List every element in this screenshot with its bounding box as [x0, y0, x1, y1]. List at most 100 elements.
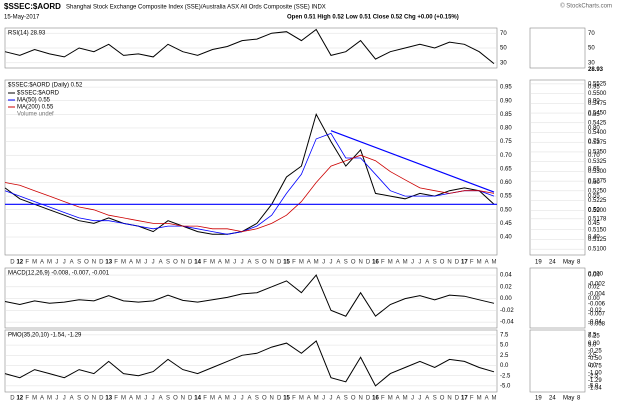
y-tick-label: -2.5	[588, 373, 599, 379]
x-tick-label: J	[152, 260, 155, 266]
x-tick-label: J	[418, 260, 421, 266]
x-tick-label: S	[166, 260, 170, 266]
x-tick-label: O	[440, 396, 445, 402]
x-tick-label: A	[396, 396, 400, 402]
y-tick-label: 0.55	[588, 194, 600, 200]
x-tick-label: 14	[194, 260, 201, 266]
zoom-label: -0.008	[588, 322, 606, 328]
y-tick-label: -0.02	[500, 308, 514, 314]
x-tick-label: J	[322, 260, 325, 266]
x-tick-label: M	[225, 396, 230, 402]
x-tick-label: J	[63, 396, 66, 402]
x-tick-label: F	[114, 396, 118, 402]
x-tick-label: F	[292, 396, 296, 402]
x-tick-label: M	[477, 260, 482, 266]
y-tick-label: 30	[588, 60, 595, 66]
x-tick-label: A	[218, 396, 222, 402]
y-tick-label: 0.65	[500, 166, 512, 172]
x-tick-label: O	[262, 396, 267, 402]
panel-label: PMO(35,20,10) -1.54, -1.29	[8, 333, 82, 339]
x-tick-label: O	[173, 260, 178, 266]
description: Shanghai Stock Exchange Composite Index …	[66, 5, 326, 11]
y-tick-label: 0.04	[500, 273, 512, 279]
y-tick-label: 0.70	[588, 153, 600, 159]
zoom-x-label: 19	[535, 396, 542, 402]
x-tick-label: D	[99, 260, 104, 266]
zoom-x-label: 19	[535, 260, 542, 266]
x-tick-label: A	[40, 260, 44, 266]
x-tick-label: A	[485, 396, 489, 402]
x-tick-label: J	[63, 260, 66, 266]
y-tick-label: 0.95	[500, 85, 512, 91]
x-tick-label: J	[330, 396, 333, 402]
x-tick-label: N	[358, 396, 362, 402]
x-tick-label: O	[262, 260, 267, 266]
x-tick-label: D	[188, 260, 193, 266]
x-tick-label: J	[233, 260, 236, 266]
y-tick-label: -0.04	[500, 320, 514, 326]
y-tick-label: 0.40	[500, 235, 512, 241]
x-tick-label: A	[159, 396, 163, 402]
y-tick-label: -2.5	[500, 373, 511, 379]
x-tick-label: F	[203, 260, 207, 266]
symbol: $SSEC:$AORD	[4, 2, 61, 11]
y-tick-label: 0.85	[500, 112, 512, 118]
zoom-x-label: 8	[577, 396, 581, 402]
x-tick-label: A	[396, 260, 400, 266]
panel-frame	[4, 267, 498, 329]
y-tick-label: 0.0	[500, 363, 509, 369]
x-tick-label: F	[25, 260, 29, 266]
x-tick-label: O	[440, 260, 445, 266]
x-tick-label: O	[351, 260, 356, 266]
x-tick-label: A	[218, 260, 222, 266]
zoom-tick-label: 0.5125	[588, 237, 607, 243]
zoom-tick-label: 0.5475	[588, 101, 607, 107]
x-tick-label: D	[366, 396, 371, 402]
y-tick-label: 70	[500, 31, 507, 37]
y-tick-label: -5.0	[588, 383, 599, 389]
zoom-tick-label: 0.5350	[588, 150, 607, 156]
x-tick-label: M	[492, 396, 497, 402]
x-tick-label: N	[270, 260, 274, 266]
x-tick-label: J	[241, 396, 244, 402]
x-tick-label: A	[129, 396, 133, 402]
x-tick-label: A	[70, 396, 74, 402]
y-tick-label: 0.90	[588, 98, 600, 104]
zoom-x-label: May	[563, 396, 574, 402]
zoom-label: -1.29	[588, 378, 602, 384]
y-tick-label: 0.04	[588, 273, 600, 279]
x-tick-label: M	[403, 260, 408, 266]
series-line	[4, 154, 495, 233]
x-tick-label: 12	[16, 396, 23, 402]
zoom-frame	[529, 27, 586, 69]
y-tick-label: 0.80	[588, 126, 600, 132]
zoom-tick-label: 0.5400	[588, 130, 607, 136]
x-tick-label: J	[322, 396, 325, 402]
x-tick-label: 16	[372, 260, 379, 266]
x-tick-label: N	[358, 260, 362, 266]
y-tick-label: 0.50	[588, 207, 600, 213]
y-tick-label: 30	[500, 60, 507, 66]
x-tick-label: N	[181, 396, 185, 402]
y-tick-label: -5.0	[500, 383, 511, 389]
x-tick-label: S	[433, 260, 437, 266]
zoom-tick-label: 0.5275	[588, 179, 607, 185]
zoom-tick-label: 0.5178	[588, 216, 607, 222]
x-tick-label: A	[425, 260, 429, 266]
zoom-label: 0.25	[588, 334, 600, 340]
series-line	[4, 274, 495, 317]
y-tick-label: 0.02	[500, 284, 512, 290]
x-tick-label: M	[121, 260, 126, 266]
zoom-label: -0.002	[588, 282, 606, 288]
x-tick-label: S	[433, 396, 437, 402]
x-tick-label: A	[159, 260, 163, 266]
zoom-tick-label: 0.5100	[588, 247, 607, 253]
x-tick-label: S	[166, 396, 170, 402]
zoom-label: -0.007	[588, 312, 606, 318]
x-tick-label: D	[188, 396, 193, 402]
x-tick-label: D	[455, 396, 460, 402]
x-tick-label: M	[136, 396, 141, 402]
x-tick-label: A	[70, 260, 74, 266]
ohlc: Open 0.51 High 0.52 Low 0.51 Close 0.52 …	[287, 15, 459, 21]
